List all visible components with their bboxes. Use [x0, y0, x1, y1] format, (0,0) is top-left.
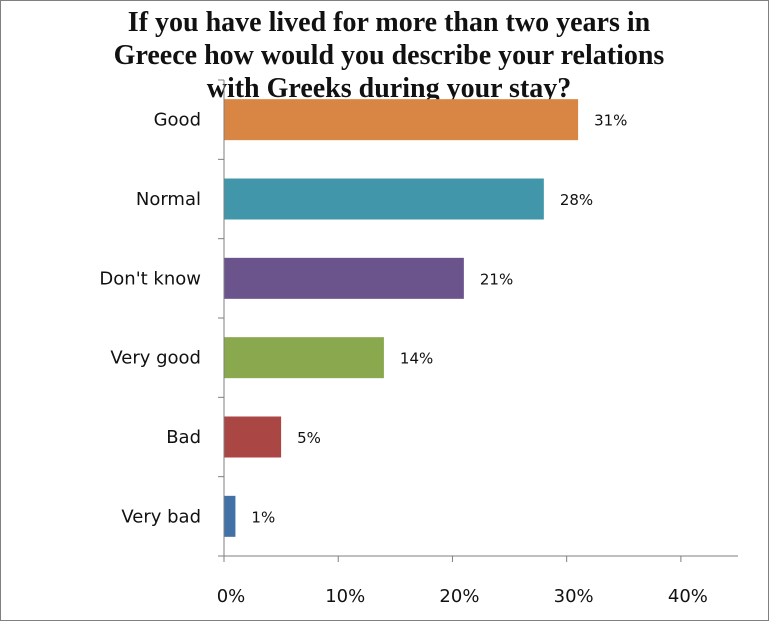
data-label: 31% [594, 112, 627, 130]
data-label: 14% [400, 350, 433, 368]
bar-good [224, 99, 579, 141]
bar-bad [224, 416, 282, 458]
x-tick-label: 10% [325, 586, 365, 607]
chart-title: If you have lived for more than two year… [114, 7, 665, 104]
category-label: Good [154, 110, 201, 131]
title-line-1: If you have lived for more than two year… [128, 7, 651, 38]
x-tick-label: 0% [217, 586, 246, 607]
title-line-2: Greece how would you describe your relat… [114, 40, 665, 71]
bar-very-bad [224, 495, 236, 537]
title-line-3: with Greeks during your stay? [207, 73, 572, 104]
category-label: Normal [136, 189, 201, 210]
bar-don-t-know [224, 257, 464, 299]
category-label: Bad [166, 427, 201, 448]
data-label: 21% [480, 270, 513, 288]
bars: Good 31% Normal 28% Don't know 21% Very good 14… [99, 99, 627, 537]
x-tick-label: 30% [554, 586, 594, 607]
x-tick-label: 20% [439, 586, 479, 607]
axes: 0% 10% 20% 30% 40% [217, 79, 738, 607]
category-label: Don't know [99, 268, 201, 289]
category-label: Very bad [121, 506, 201, 527]
bar-very-good [224, 337, 384, 379]
x-tick-label: 40% [668, 586, 708, 607]
category-label: Very good [110, 348, 201, 369]
data-label: 1% [251, 508, 275, 526]
data-label: 28% [560, 191, 593, 209]
data-label: 5% [297, 429, 321, 447]
bar-normal [224, 178, 544, 220]
